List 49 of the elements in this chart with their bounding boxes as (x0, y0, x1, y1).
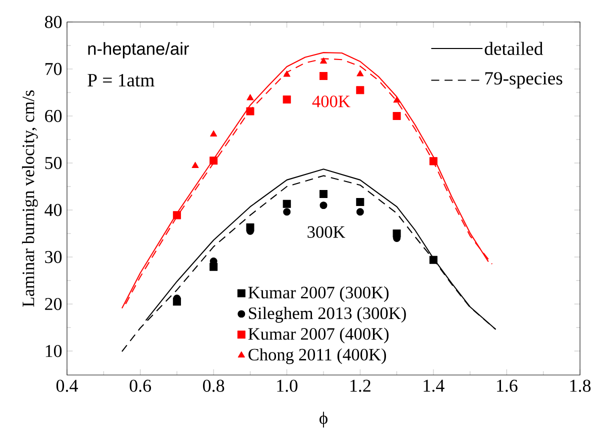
x-tick-label: 1.0 (277, 380, 298, 392)
legend-label: Chong 2011 (400K) (248, 348, 386, 364)
point (283, 70, 290, 77)
point (172, 211, 181, 220)
point (192, 162, 199, 168)
point (210, 130, 218, 136)
legend-label: Sileghem 2013 (300K) (248, 306, 406, 323)
point (320, 72, 328, 80)
x-axis-title: ϕ (320, 412, 328, 428)
annotation: P = 1atm (88, 74, 154, 87)
legend-label: Kumar 2007 (400K) (248, 328, 389, 344)
x-tick-label: 1.4 (424, 380, 444, 392)
point (283, 208, 291, 216)
annotation: 300K (308, 226, 346, 238)
point (320, 57, 328, 64)
y-tick-label: 40 (44, 204, 62, 216)
y-tick-label: 20 (45, 298, 62, 310)
point (356, 86, 364, 94)
point (246, 94, 254, 100)
y-tick-label: 60 (45, 110, 62, 122)
point (320, 202, 328, 210)
y-tick-label: 70 (45, 62, 62, 76)
y-tick-label: 50 (45, 156, 62, 170)
point (282, 96, 291, 104)
point (210, 156, 218, 165)
legend-label: detailed (484, 42, 544, 56)
x-tick-label: 0.4 (56, 380, 78, 392)
y-tick-label: 80 (44, 16, 62, 28)
y-axis-title: Laminar burnign velocity, cm/s (22, 90, 38, 307)
point (356, 208, 364, 216)
y-tick-label: 10 (46, 344, 62, 358)
x-tick-label: 1.2 (350, 380, 370, 392)
point (356, 198, 364, 206)
legend-label: 79-species (485, 72, 562, 88)
point (320, 190, 328, 198)
point (393, 96, 400, 103)
x-tick-label: 1.6 (497, 380, 518, 392)
point (356, 70, 364, 76)
y-tick-label: 30 (45, 250, 62, 264)
x-tick-label: 0.8 (203, 380, 224, 392)
legend-label: Kumar 2007 (300K) (248, 286, 389, 302)
point (246, 107, 254, 116)
point (429, 256, 438, 264)
point (282, 200, 291, 208)
annotation: 400K (312, 96, 350, 108)
point (392, 112, 401, 120)
annotation: n-heptane/air (88, 42, 189, 58)
x-tick-label: 0.6 (130, 380, 152, 392)
x-tick-label: 1.8 (570, 380, 591, 392)
